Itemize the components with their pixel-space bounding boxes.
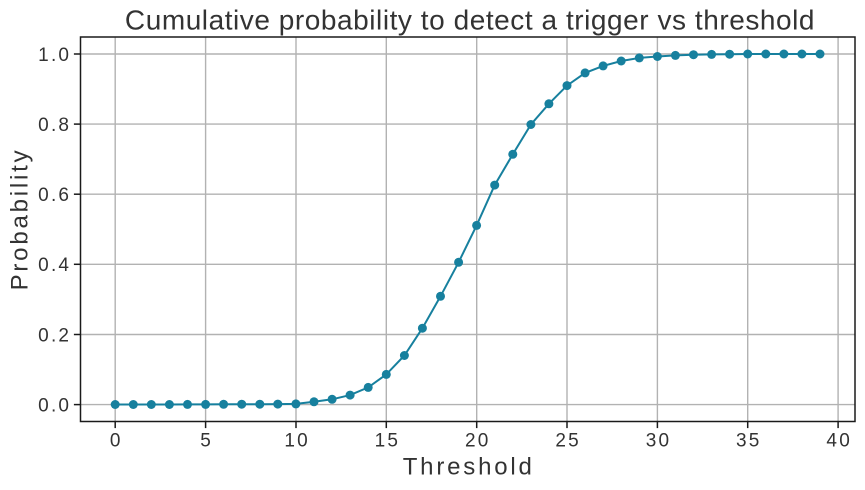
svg-text:0.6: 0.6 [38, 185, 71, 206]
svg-text:Probability: Probability [7, 148, 34, 291]
svg-text:0.2: 0.2 [38, 325, 71, 346]
svg-text:40: 40 [826, 430, 852, 451]
svg-text:0.0: 0.0 [38, 395, 71, 416]
svg-text:10: 10 [284, 430, 310, 451]
svg-text:0.4: 0.4 [38, 255, 71, 276]
svg-text:Threshold: Threshold [403, 453, 535, 480]
svg-text:25: 25 [555, 430, 581, 451]
svg-text:0: 0 [110, 430, 123, 451]
svg-text:5: 5 [200, 430, 213, 451]
svg-text:1.0: 1.0 [38, 45, 71, 66]
svg-text:35: 35 [736, 430, 762, 451]
svg-text:20: 20 [465, 430, 491, 451]
svg-text:Cumulative probability to dete: Cumulative probability to detect a trigg… [125, 5, 815, 36]
svg-text:30: 30 [646, 430, 672, 451]
svg-text:0.8: 0.8 [38, 115, 71, 136]
svg-text:15: 15 [375, 430, 401, 451]
